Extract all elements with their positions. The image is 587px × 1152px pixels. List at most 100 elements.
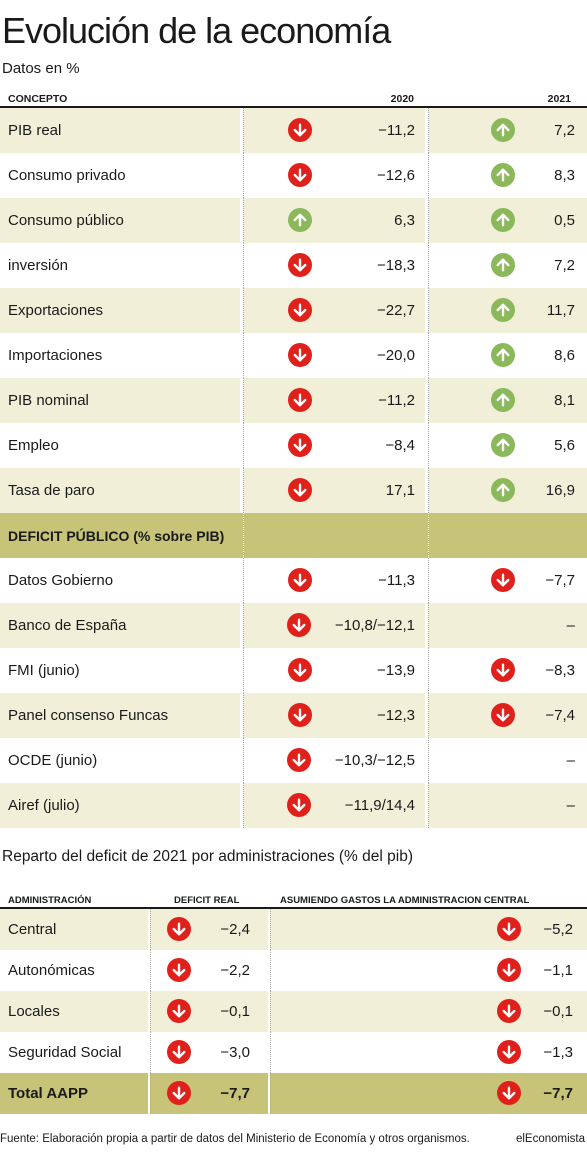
- arrow-down-icon: [288, 253, 312, 277]
- arrow-down-icon: [497, 999, 521, 1023]
- arrow-down-icon: [288, 343, 312, 367]
- arrow-up-icon: [491, 253, 515, 277]
- section-label: DEFICIT PÚBLICO (% sobre PIB): [8, 527, 225, 544]
- header-admin: ADMINISTRACIÓN: [8, 895, 92, 906]
- row-label: OCDE (junio): [8, 752, 98, 769]
- value-2021: 0,5: [554, 212, 575, 229]
- value-2021: −7,7: [545, 572, 575, 589]
- arrow-down-icon: [287, 613, 311, 637]
- value-central: −0,1: [543, 1003, 573, 1020]
- table-row: Exportaciones −22,7 11,7: [0, 288, 587, 333]
- value-2021: 8,1: [554, 392, 575, 409]
- arrow-down-icon: [491, 658, 515, 682]
- value-deficit-real: −2,2: [220, 962, 250, 979]
- arrow-up-icon: [491, 118, 515, 142]
- value-central: −5,2: [543, 921, 573, 938]
- arrow-down-icon: [491, 703, 515, 727]
- table-row: Consumo público 6,3 0,5: [0, 198, 587, 243]
- value-2021: –: [566, 797, 575, 814]
- arrow-down-icon: [287, 793, 311, 817]
- header-2021: 2021: [547, 93, 571, 105]
- value-2021: 8,3: [554, 167, 575, 184]
- value-2020: −10,3/−12,5: [334, 752, 415, 769]
- arrow-up-icon: [491, 298, 515, 322]
- table-row: PIB real −11,2 7,2: [0, 108, 587, 153]
- arrow-down-icon: [491, 568, 515, 592]
- table-row: Autonómicas −2,2 −1,1: [0, 950, 587, 991]
- value-2020: −11,3: [378, 572, 415, 589]
- arrow-down-icon: [288, 703, 312, 727]
- table-row: inversión −18,3 7,2: [0, 243, 587, 288]
- section-deficit-publico: DEFICIT PÚBLICO (% sobre PIB): [0, 513, 587, 558]
- value-2020: 6,3: [394, 212, 415, 229]
- value-2021: 16,9: [545, 482, 575, 499]
- arrow-down-icon: [287, 748, 311, 772]
- table-row: Seguridad Social −3,0 −1,3: [0, 1032, 587, 1073]
- arrow-down-icon: [288, 658, 312, 682]
- table-row: Datos Gobierno −11,3 −7,7: [0, 558, 587, 603]
- column-divider: [428, 513, 430, 558]
- value-2020: −11,2: [378, 392, 415, 409]
- arrow-up-icon: [491, 478, 515, 502]
- arrow-down-icon: [288, 163, 312, 187]
- header-central: ASUMIENDO GASTOS LA ADMINISTRACION CENTR…: [280, 895, 530, 906]
- table-row: Locales −0,1 −0,1: [0, 991, 587, 1032]
- value-2021: 8,6: [554, 347, 575, 364]
- source-note: Fuente: Elaboración propia a partir de d…: [0, 1133, 470, 1145]
- arrow-down-icon: [167, 1040, 191, 1064]
- arrow-up-icon: [491, 388, 515, 412]
- value-2020: −8,4: [385, 437, 415, 454]
- arrow-down-icon: [288, 478, 312, 502]
- arrow-up-icon: [491, 343, 515, 367]
- row-label: Banco de España: [8, 617, 127, 634]
- row-label: Total AAPP: [8, 1085, 89, 1102]
- table-row: PIB nominal −11,2 8,1: [0, 378, 587, 423]
- value-2020: −11,9/14,4: [344, 797, 415, 814]
- arrow-down-icon: [167, 917, 191, 941]
- value-2020: −12,3: [377, 707, 415, 724]
- arrow-down-icon: [288, 433, 312, 457]
- arrow-up-icon: [491, 163, 515, 187]
- row-label: Empleo: [8, 437, 59, 454]
- arrow-down-icon: [167, 1081, 191, 1105]
- value-2020: −10,8/−12,1: [334, 617, 415, 634]
- value-2021: 7,2: [554, 122, 575, 139]
- arrow-down-icon: [167, 999, 191, 1023]
- table-row: Tasa de paro 17,1 16,9: [0, 468, 587, 513]
- value-2020: −13,9: [377, 662, 415, 679]
- value-2021: −8,3: [545, 662, 575, 679]
- row-label: Datos Gobierno: [8, 572, 114, 589]
- table-row: Empleo −8,4 5,6: [0, 423, 587, 468]
- arrow-down-icon: [288, 298, 312, 322]
- arrow-down-icon: [497, 1040, 521, 1064]
- table-row: OCDE (junio) −10,3/−12,5 –: [0, 738, 587, 783]
- row-label: Tasa de paro: [8, 482, 95, 499]
- header-concept: CONCEPTO: [8, 93, 68, 105]
- table-row: FMI (junio) −13,9 −8,3: [0, 648, 587, 693]
- value-2020: −20,0: [377, 347, 415, 364]
- table2-heading: Reparto del deficit de 2021 por administ…: [2, 848, 413, 865]
- value-2020: −18,3: [377, 257, 415, 274]
- value-2021: –: [566, 752, 575, 769]
- table2-header-rule: [0, 907, 587, 909]
- value-central: −7,7: [543, 1085, 573, 1102]
- value-2020: −12,6: [377, 167, 415, 184]
- arrow-down-icon: [288, 388, 312, 412]
- arrow-down-icon: [497, 1081, 521, 1105]
- row-label: Importaciones: [8, 347, 103, 364]
- column-divider: [243, 513, 245, 558]
- table-row: Panel consenso Funcas −12,3 −7,4: [0, 693, 587, 738]
- row-label: Airef (julio): [8, 797, 80, 814]
- value-2021: 7,2: [554, 257, 575, 274]
- row-label: PIB nominal: [8, 392, 89, 409]
- page-title: Evolución de la economía: [2, 10, 391, 51]
- row-label: Consumo público: [8, 212, 124, 229]
- value-2021: −7,4: [545, 707, 575, 724]
- arrow-down-icon: [497, 958, 521, 982]
- value-deficit-real: −0,1: [220, 1003, 250, 1020]
- row-label: Central: [8, 921, 57, 938]
- row-label: Consumo privado: [8, 167, 126, 184]
- header-rule: [0, 106, 587, 108]
- value-2021: –: [566, 617, 575, 634]
- value-deficit-real: −2,4: [220, 921, 250, 938]
